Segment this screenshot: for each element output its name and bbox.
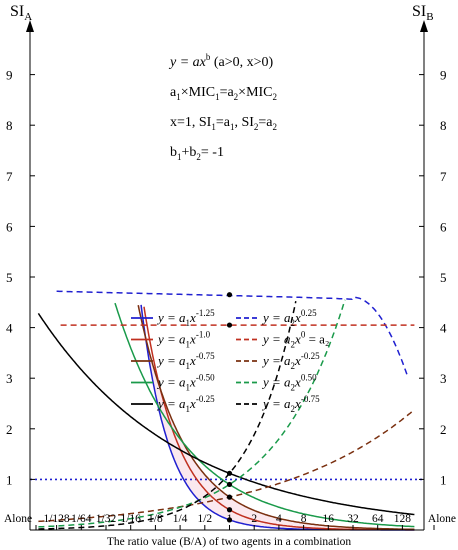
legend-label: y = a1x-1.25 [156,308,215,328]
y-tick-label-right: 5 [440,270,447,285]
y-tick-label-left: 4 [6,321,13,336]
legend-label: y = a2x-0.75 [261,394,320,414]
data-point [226,322,233,328]
y-tick-label-left: 6 [6,219,13,234]
series-line [114,302,415,528]
y-tick-label-left: 2 [6,422,13,437]
x-tick-label: 1/4 [173,513,188,525]
x-axis-label: The ratio value (B/A) of two agents in a… [107,536,352,548]
y-tick-label-right: 1 [440,472,447,487]
y-tick-label-right: 7 [440,169,447,184]
x-tick-label: Alone [4,513,32,525]
legend-label: y = a2x-0.25 [261,351,320,371]
x-tick-label: 32 [347,513,359,525]
y-ticks: 1 1 2 2 3 3 4 4 5 5 6 6 7 7 8 8 9 9 [6,68,447,488]
y-tick-label-right: 3 [440,371,447,386]
series-group [37,290,415,531]
y-tick-label-right: 9 [440,68,447,83]
x-tick-label: 4 [276,513,282,525]
series-line [37,312,415,516]
y-tick-label-left: 7 [6,169,13,184]
points-group [226,292,233,523]
x-tick-label: 16 [323,513,335,525]
x-tick-label: 1/32 [96,513,117,525]
formula-line-3: x=1, SI1=a1, SI2=a2 [170,115,277,132]
x-tick-label: 1/2 [197,513,212,525]
formula-block: y = axb (a>0, x>0) a1×MIC1=a2×MIC2 x=1, … [168,52,277,162]
x-tick-label: Alone [428,513,456,525]
data-point [226,481,233,488]
legend-label: y = a1x-0.50 [156,373,215,393]
x-tick-label: 64 [372,513,384,525]
y-tick-label-left: 5 [6,270,13,285]
y-tick-label-right: 8 [440,118,447,133]
x-tick-label: 8 [301,513,307,525]
legend-label: y = a1x-1.0 [156,330,211,350]
y-tick-label-left: 1 [6,472,13,487]
y-tick-label-left: 8 [6,118,13,133]
right-axis-arrow-icon [420,20,428,32]
x-tick-label: 1/16 [120,513,141,525]
y-tick-label-right: 4 [440,321,447,336]
x-tick-label: 2 [251,513,257,525]
right-axis-label: SIB [412,3,434,23]
data-point [226,292,233,298]
data-point [226,517,233,523]
data-point [226,507,233,513]
x-tick-label: 1/64 [71,513,92,525]
series-line [56,290,408,375]
data-point [226,470,233,476]
formula-line-2: a1×MIC1=a2×MIC2 [170,85,277,102]
legend-label: y = a2x0.50 [261,373,317,393]
x-tick-label: 128 [394,513,412,525]
left-axis-label: SIA [10,3,32,23]
legend-label: y = a2x0.25 [261,308,317,328]
series-line [38,299,346,528]
x-tick-label: 1/128 [43,513,69,525]
legend-label: y = a1x-0.25 [156,394,215,414]
legend: y = a1x-1.25y = a1x-1.0y = a1x-0.75y = a… [131,308,329,414]
formula-line-1: y = axb (a>0, x>0) [168,52,274,70]
formula-line-4: b1+b2= -1 [170,145,224,162]
x-ticks: Alone 1/128 1/64 1/32 1/16 1/8 1/4 1/2 1 2 4 8 16 32 6… [4,513,456,530]
legend-label: y = a1x-0.75 [156,351,215,371]
y-tick-label-right: 2 [440,422,447,437]
y-tick-label-left: 9 [6,68,13,83]
y-tick-label-right: 6 [440,219,447,234]
legend-label: y = a2x0 = a₂ [261,330,329,350]
x-tick-label: 1 [227,513,233,525]
series-line [38,409,415,523]
x-tick-label: 1/8 [148,513,163,525]
left-axis-arrow-icon [26,20,34,32]
y-tick-label-left: 3 [6,371,13,386]
data-point [226,494,233,500]
